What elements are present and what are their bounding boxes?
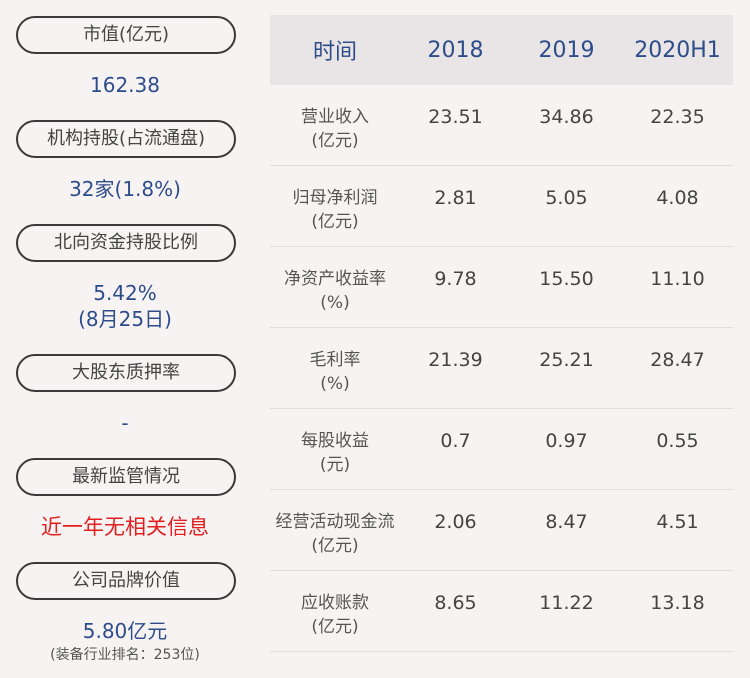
cell-2020h1: 0.55 <box>656 430 699 452</box>
cell-2018: 2.81 <box>434 187 477 209</box>
cell-2020h1: 13.18 <box>650 592 705 614</box>
cell-2020h1: 4.51 <box>656 511 699 533</box>
cell-2019: 0.97 <box>545 430 588 452</box>
table-header: 时间 2018 2019 2020H1 <box>270 15 733 85</box>
cell-2020h1: 28.47 <box>650 349 705 371</box>
row-label: 毛利率 (%) <box>309 350 361 394</box>
cell-2018: 9.78 <box>434 268 477 290</box>
financial-table: 时间 2018 2019 2020H1 营业收入 (亿元) 23.51 34.86… <box>270 15 733 652</box>
cell-2019: 15.50 <box>539 268 594 290</box>
cell-2019: 34.86 <box>539 106 594 128</box>
market-cap-label: 市值(亿元) <box>16 16 236 54</box>
left-panel: 市值(亿元) 162.38 机构持股(占流通盘) 32家(1.8%) 北向资金持… <box>0 0 250 678</box>
brand-value-rank: (装备行业排名：253位) <box>50 647 200 663</box>
header-period: 时间 <box>312 40 357 65</box>
cell-2020h1: 11.10 <box>650 268 705 290</box>
regulation-label: 最新监管情况 <box>16 458 236 496</box>
pledge-ratio-label: 大股东质押率 <box>16 354 236 392</box>
table-row: 毛利率 (%) 21.39 25.21 28.47 <box>270 328 733 409</box>
row-label: 应收账款 (亿元) <box>301 593 369 637</box>
row-label: 营业收入 (亿元) <box>301 107 369 151</box>
table-row: 每股收益 (元) 0.7 0.97 0.55 <box>270 409 733 490</box>
cell-2018: 2.06 <box>434 511 477 533</box>
brand-value-value: 5.80亿元 <box>82 619 168 643</box>
institution-holding-value: 32家(1.8%) <box>69 177 181 201</box>
row-label: 每股收益 (元) <box>301 431 369 475</box>
cell-2018: 0.7 <box>440 430 471 452</box>
cell-2020h1: 4.08 <box>656 187 699 209</box>
cell-2020h1: 22.35 <box>650 106 705 128</box>
table-row: 归母净利润 (亿元) 2.81 5.05 4.08 <box>270 166 733 247</box>
cell-2019: 8.47 <box>545 511 588 533</box>
regulation-value: 近一年无相关信息 <box>41 515 209 539</box>
table-row: 营业收入 (亿元) 23.51 34.86 22.35 <box>270 85 733 166</box>
cell-2018: 23.51 <box>428 106 483 128</box>
table-row: 经营活动现金流 (亿元) 2.06 8.47 4.51 <box>270 490 733 571</box>
brand-value-label: 公司品牌价值 <box>16 562 236 600</box>
table-row: 应收账款 (亿元) 8.65 11.22 13.18 <box>270 571 733 652</box>
row-label: 经营活动现金流 (亿元) <box>275 512 395 556</box>
market-cap-value: 162.38 <box>90 73 160 97</box>
pledge-ratio-value: - <box>121 411 129 435</box>
cell-2019: 11.22 <box>539 592 594 614</box>
table-row: 净资产收益率 (%) 9.78 15.50 11.10 <box>270 247 733 328</box>
institution-holding-label: 机构持股(占流通盘) <box>16 120 236 158</box>
cell-2018: 21.39 <box>428 349 483 371</box>
header-2018: 2018 <box>427 37 484 63</box>
row-label: 归母净利润 (亿元) <box>292 188 378 232</box>
header-2020h1: 2020H1 <box>634 37 721 63</box>
northbound-ratio-value: 5.42% <box>93 281 157 305</box>
northbound-ratio-date: (8月25日) <box>78 307 172 331</box>
cell-2019: 5.05 <box>545 187 588 209</box>
header-2019: 2019 <box>538 37 595 63</box>
northbound-ratio-label: 北向资金持股比例 <box>16 224 236 262</box>
cell-2019: 25.21 <box>539 349 594 371</box>
row-label: 净资产收益率 (%) <box>284 269 386 313</box>
cell-2018: 8.65 <box>434 592 477 614</box>
